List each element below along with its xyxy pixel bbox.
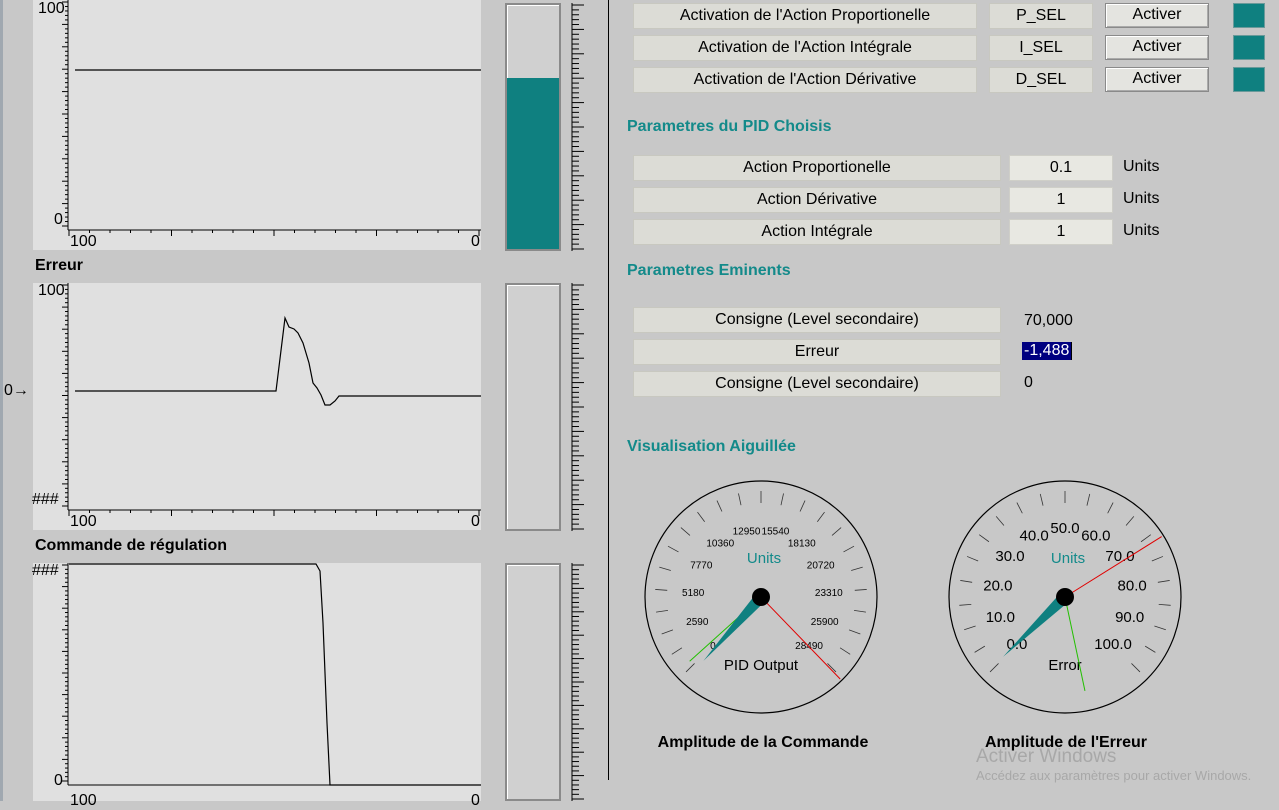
pid-unit-i: Units (1123, 222, 1160, 239)
commande-level-bar (505, 563, 561, 801)
eminent-label-consigne: Consigne (Level secondaire) (633, 307, 1001, 333)
top-chart (33, 0, 481, 250)
erreur-xleft-label: 100 (70, 513, 97, 530)
left-edge (0, 0, 3, 801)
commande-bar-scale (571, 563, 584, 801)
pid-value-i[interactable]: 1 (1009, 219, 1113, 245)
svg-text:70.0: 70.0 (1105, 548, 1134, 565)
activation-label-i: Activation de l'Action Intégrale (633, 35, 977, 61)
svg-text:40.0: 40.0 (1020, 527, 1049, 544)
svg-text:PID Output: PID Output (724, 657, 799, 674)
svg-text:20.0: 20.0 (983, 577, 1012, 594)
pid-value-p[interactable]: 0.1 (1009, 155, 1113, 181)
activation-label-d: Activation de l'Action Dérivative (633, 67, 977, 93)
activate-p-button[interactable]: Activer (1105, 3, 1209, 28)
svg-text:23310: 23310 (815, 588, 843, 599)
svg-text:10.0: 10.0 (986, 609, 1015, 626)
svg-text:12950: 12950 (733, 527, 761, 538)
svg-text:60.0: 60.0 (1081, 527, 1110, 544)
top-ymin-label: 0 (54, 211, 63, 228)
d-status-led (1233, 67, 1265, 92)
svg-text:50.0: 50.0 (1050, 520, 1079, 537)
commande-xleft-label: 100 (70, 792, 97, 809)
svg-text:18130: 18130 (788, 539, 816, 550)
eminents-heading: Parametres Eminents (627, 262, 791, 279)
panel-divider (608, 0, 609, 780)
erreur-zero-marker: 0→ (4, 382, 29, 399)
svg-text:10360: 10360 (706, 539, 734, 550)
erreur-chart-plot (62, 283, 481, 516)
pid-label-i: Action Intégrale (633, 219, 1001, 245)
svg-text:0: 0 (710, 641, 716, 652)
svg-text:25900: 25900 (811, 617, 839, 628)
windows-watermark-subtitle: Accédez aux paramètres pour activer Wind… (976, 768, 1252, 783)
commande-ymax-label: ### (32, 562, 59, 579)
top-xright-label: 0 (471, 233, 480, 250)
erreur-bar-scale (571, 283, 584, 531)
eminent-value-erreur[interactable]: -1,488 (1022, 342, 1073, 360)
activate-i-button[interactable]: Activer (1105, 35, 1209, 60)
top-chart-plot (62, 0, 481, 236)
eminent-label-erreur: Erreur (633, 339, 1001, 365)
eminent-label-consigne-2: Consigne (Level secondaire) (633, 371, 1001, 397)
pid-unit-p: Units (1123, 158, 1160, 175)
svg-text:15540: 15540 (762, 527, 790, 538)
erreur-ymin-label: ### (32, 491, 59, 508)
svg-text:7770: 7770 (690, 560, 713, 571)
activation-var-d: D_SEL (989, 67, 1093, 93)
pid-output-gauge-caption: Amplitude de la Commande (657, 734, 869, 751)
top-level-bar (505, 3, 561, 251)
erreur-signal-line (75, 315, 481, 406)
erreur-xright-label: 0 (471, 513, 480, 530)
erreur-chart (33, 283, 481, 530)
erreur-level-bar (505, 283, 561, 531)
activation-var-i: I_SEL (989, 35, 1093, 61)
commande-chart-plot (62, 563, 481, 786)
top-bar-scale (571, 3, 584, 251)
p-status-led (1233, 3, 1265, 28)
erreur-ymax-label: 100 (38, 282, 65, 299)
svg-text:30.0: 30.0 (995, 548, 1024, 565)
commande-chart (33, 563, 481, 801)
activation-var-p: P_SEL (989, 3, 1093, 29)
top-level-bar-fill (507, 78, 559, 249)
svg-text:2590: 2590 (686, 617, 709, 628)
activate-d-button[interactable]: Activer (1105, 67, 1209, 92)
svg-text:20720: 20720 (807, 560, 835, 571)
svg-text:Units: Units (1051, 550, 1085, 567)
arrow-right-icon: → (12, 382, 29, 399)
svg-text:90.0: 90.0 (1115, 609, 1144, 626)
top-ymax-label: 100 (38, 0, 65, 17)
pid-label-p: Action Proportionelle (633, 155, 1001, 181)
i-status-led (1233, 35, 1265, 60)
error-gauge: 0.010.020.030.040.050.060.070.080.090.01… (948, 480, 1182, 714)
top-xleft-label: 100 (70, 233, 97, 250)
activation-label-p: Activation de l'Action Proportionelle (633, 3, 977, 29)
pid-value-d[interactable]: 1 (1009, 187, 1113, 213)
pid-unit-d: Units (1123, 190, 1160, 207)
commande-signal-line (69, 563, 481, 786)
erreur-title: Erreur (35, 257, 84, 274)
pid-label-d: Action Dérivative (633, 187, 1001, 213)
svg-text:80.0: 80.0 (1118, 577, 1147, 594)
windows-watermark-title: Activer Windows (976, 746, 1117, 767)
svg-text:5180: 5180 (682, 588, 705, 599)
svg-text:100.0: 100.0 (1094, 636, 1132, 653)
eminent-value-consigne: 70,000 (1024, 312, 1073, 329)
svg-text:Units: Units (747, 550, 781, 567)
eminent-value-consigne-2: 0 (1024, 374, 1033, 391)
svg-text:Error: Error (1048, 657, 1081, 674)
commande-xright-label: 0 (471, 792, 480, 809)
commande-title: Commande de régulation (35, 537, 228, 554)
gauges-heading: Visualisation Aiguillée (627, 438, 796, 455)
commande-ymin-label: 0 (54, 772, 63, 789)
error-gauge-caption: Amplitude de l'Erreur (984, 734, 1148, 751)
pid-heading: Parametres du PID Choisis (627, 118, 832, 135)
